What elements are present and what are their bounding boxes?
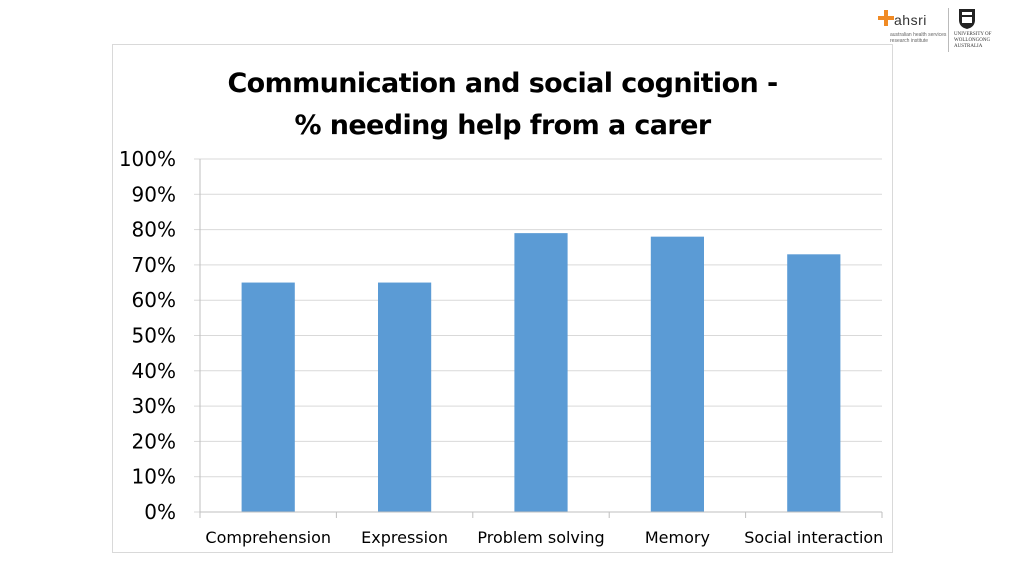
bar bbox=[787, 254, 841, 512]
chart-area: Communication and social cognition - % n… bbox=[112, 44, 893, 553]
y-tick-label: 10% bbox=[132, 465, 176, 489]
ahsri-logo: ahsri australian health services researc… bbox=[872, 6, 946, 56]
x-tick-label: Comprehension bbox=[205, 528, 331, 547]
y-tick-label: 20% bbox=[132, 429, 176, 453]
bar bbox=[378, 282, 432, 512]
ahsri-logo-name: ahsri bbox=[894, 12, 927, 28]
y-tick-label: 60% bbox=[132, 288, 176, 312]
logo-group: ahsri australian health services researc… bbox=[872, 6, 1012, 56]
uow-crest-icon bbox=[959, 9, 975, 29]
bar bbox=[514, 233, 568, 512]
y-axis-ticks: 0% 10% 20% 30% 40% 50% 60% 70% 80% 90% 100% bbox=[119, 147, 176, 524]
y-tick-label: 100% bbox=[119, 147, 176, 171]
x-axis-ticks: Comprehension Expression Problem solving Me… bbox=[205, 528, 883, 547]
y-tick-label: 50% bbox=[132, 324, 176, 348]
x-tick-label: Expression bbox=[361, 528, 448, 547]
x-axis bbox=[199, 159, 883, 518]
ahsri-logo-subtitle: australian health services research inst… bbox=[890, 32, 947, 44]
x-tick-label: Social interaction bbox=[744, 528, 883, 547]
bar bbox=[241, 282, 295, 512]
chart-plot: 0% 10% 20% 30% 40% 50% 60% 70% 80% 90% 100% Compre… bbox=[119, 147, 884, 547]
bars bbox=[241, 233, 841, 512]
y-tick-label: 40% bbox=[132, 359, 176, 383]
ahsri-plus-icon bbox=[878, 10, 894, 26]
y-tick-label: 0% bbox=[144, 500, 176, 524]
y-tick-label: 70% bbox=[132, 253, 176, 277]
bar bbox=[650, 236, 704, 512]
y-tick-label: 80% bbox=[132, 218, 176, 242]
uow-logo: UNIVERSITY OF WOLLONGONG AUSTRALIA bbox=[954, 6, 1010, 56]
chart-title: Communication and social cognition - % n… bbox=[227, 68, 778, 141]
y-tick-label: 90% bbox=[132, 182, 176, 206]
y-tick-label: 30% bbox=[132, 394, 176, 418]
logo-divider bbox=[948, 8, 949, 52]
x-tick-label: Problem solving bbox=[477, 528, 604, 547]
x-tick-label: Memory bbox=[645, 528, 710, 547]
uow-logo-name: UNIVERSITY OF WOLLONGONG AUSTRALIA bbox=[954, 32, 992, 49]
